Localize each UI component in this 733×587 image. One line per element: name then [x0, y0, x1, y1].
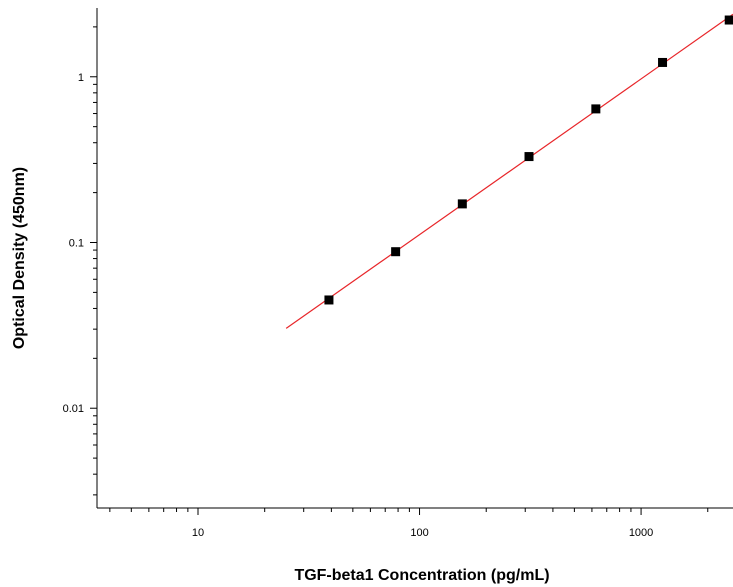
y-tick-label: 1	[78, 72, 84, 84]
tick-marks: 0.01 0.1 1 10 100 1000	[63, 26, 709, 539]
data-point	[524, 152, 534, 162]
data-point	[391, 247, 401, 257]
axes	[96, 8, 733, 509]
data-point	[658, 57, 668, 67]
x-tick-label: 10	[192, 527, 204, 539]
data-point	[324, 295, 334, 305]
y-tick-label: 0.01	[63, 403, 84, 415]
data-point	[724, 15, 733, 25]
y-tick-label: 0.1	[69, 237, 84, 249]
y-axis-title: Optical Density (450nm)	[11, 167, 28, 349]
x-tick-label: 1000	[629, 527, 653, 539]
data-points	[324, 15, 733, 305]
data-point	[457, 199, 467, 209]
x-tick-label: 100	[410, 527, 428, 539]
x-axis-title: TGF-beta1 Concentration (pg/mL)	[294, 567, 549, 584]
data-point	[591, 104, 601, 114]
